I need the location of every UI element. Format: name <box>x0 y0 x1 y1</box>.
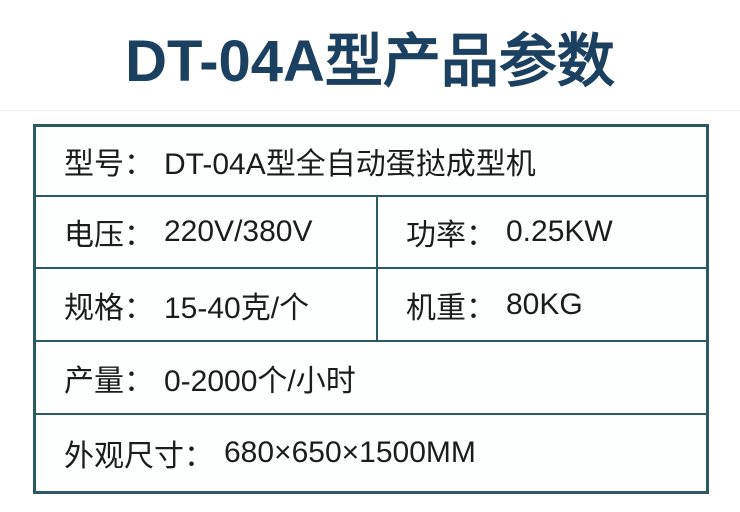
cell-colon: ： <box>466 219 496 252</box>
table-row-output: 产量： 0-2000个/小时 <box>36 340 706 413</box>
cell-colon: ： <box>184 440 214 473</box>
cell-label: 功率 <box>406 219 466 252</box>
cell-colon: ： <box>466 291 496 325</box>
cell-machine-weight: 机重： 80KG <box>378 269 706 340</box>
cell-voltage: 电压： 220V/380V <box>36 197 378 267</box>
cell-colon: ： <box>124 291 154 325</box>
table-row-spec-weight: 规格： 15-40克/个 机重： 80KG <box>36 267 706 340</box>
cell-specification: 规格： 15-40克/个 <box>36 269 378 340</box>
cell-value: 220V/380V <box>164 215 313 248</box>
table-row-dimensions: 外观尺寸： 680×650×1500MM <box>36 413 706 491</box>
page-title: DT-04A型产品参数 <box>125 29 615 94</box>
cell-label: 机重 <box>406 291 466 325</box>
cell-value: DT-04A型全自动蛋挞成型机 <box>164 148 536 181</box>
cell-value: 0.25KW <box>506 215 613 248</box>
cell-label: 产量 <box>64 364 124 398</box>
cell-colon: ： <box>124 364 154 398</box>
cell-colon: ： <box>124 219 154 252</box>
cell-label: 电压 <box>64 219 124 252</box>
cell-label: 规格 <box>64 291 124 325</box>
cell-power: 功率： 0.25KW <box>378 197 706 267</box>
cell-colon: ： <box>124 148 154 181</box>
cell-value: 80KG <box>506 287 583 321</box>
cell-model: 型号： DT-04A型全自动蛋挞成型机 <box>36 127 706 195</box>
cell-value: 0-2000个/小时 <box>164 364 356 398</box>
spec-table: 型号： DT-04A型全自动蛋挞成型机 电压： 220V/380V 功率： 0.25K… <box>33 124 709 494</box>
cell-dimensions: 外观尺寸： 680×650×1500MM <box>36 415 706 491</box>
cell-label: 外观尺寸 <box>64 440 184 473</box>
table-row-voltage-power: 电压： 220V/380V 功率： 0.25KW <box>36 195 706 267</box>
cell-label: 型号 <box>64 148 124 181</box>
page-divider-line <box>0 110 740 111</box>
cell-output: 产量： 0-2000个/小时 <box>36 342 706 413</box>
cell-value: 680×650×1500MM <box>224 436 476 469</box>
table-row-model: 型号： DT-04A型全自动蛋挞成型机 <box>36 127 706 195</box>
cell-value: 15-40克/个 <box>164 291 310 325</box>
